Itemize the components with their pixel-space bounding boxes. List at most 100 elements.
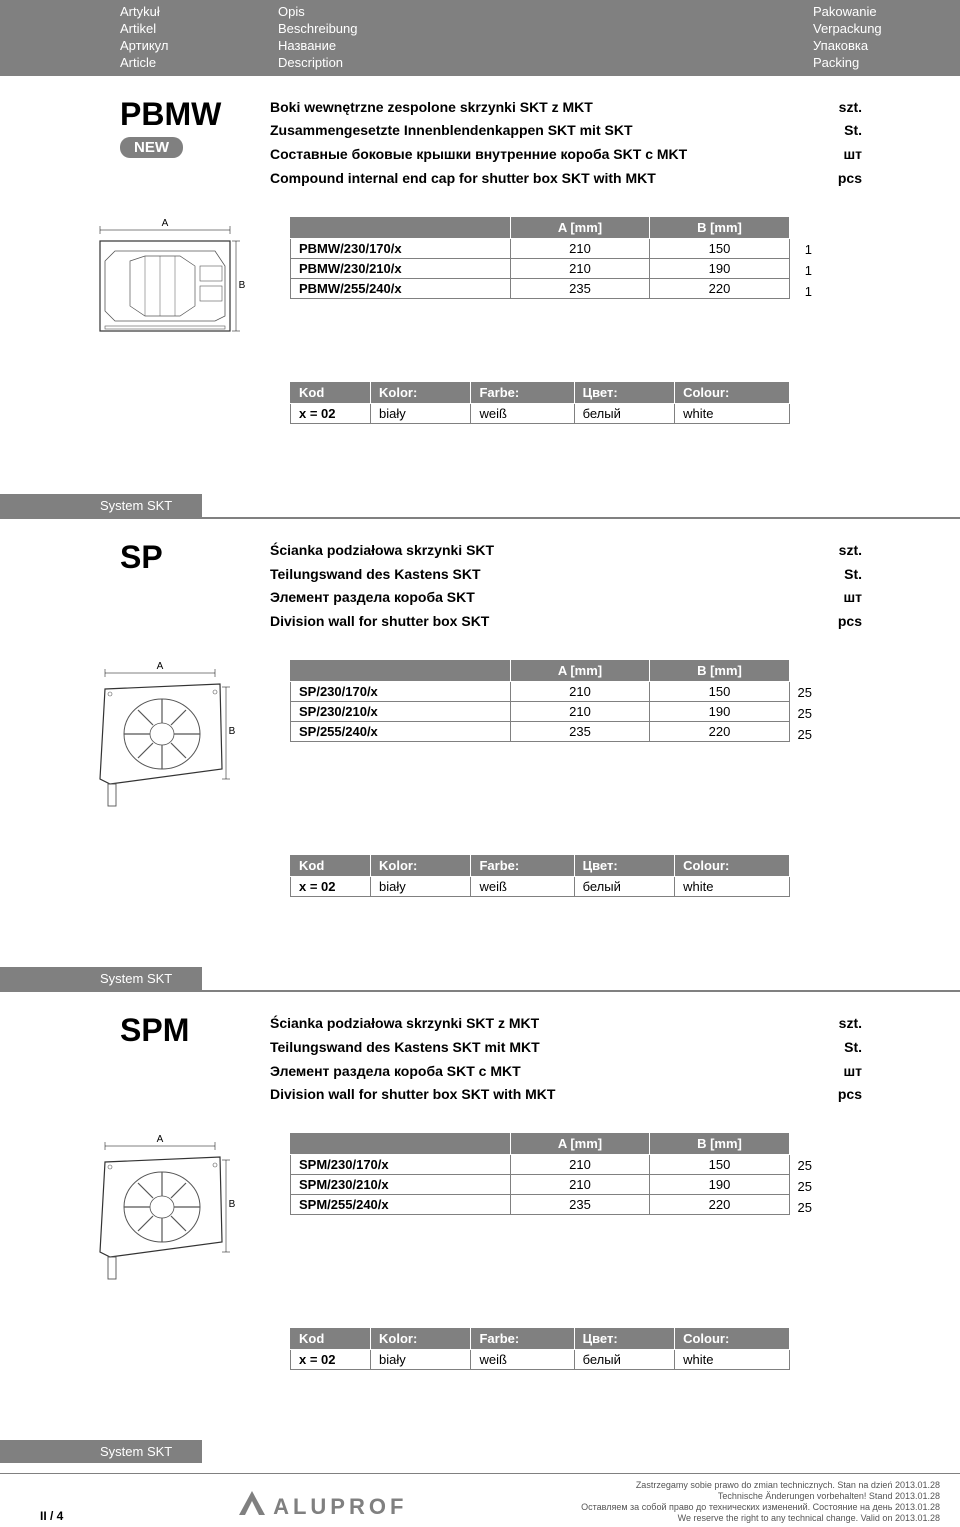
desc-line: Элемент раздела короба SKT с MKT — [270, 1060, 805, 1084]
header-article: Artykuł Artikel Артикул Article — [0, 4, 270, 72]
unit-line: szt. — [805, 539, 862, 563]
header-description: Opis Beschreibung Название Description — [270, 4, 805, 72]
table-header — [291, 1133, 511, 1155]
table-cell: 150 — [649, 681, 789, 701]
system-label: System SKT — [0, 967, 202, 990]
color-row: x = 02białyweißбелыйwhite — [291, 876, 790, 896]
table-cell: SP/230/210/x — [291, 701, 511, 721]
dimensions-table: A [mm]B [mm] PBMW/230/170/x210150PBMW/23… — [290, 216, 790, 299]
product-code-block: SPM — [0, 1012, 270, 1107]
table-cell: 210 — [511, 258, 650, 278]
product-code: SP — [120, 539, 270, 576]
color-table: KodKolor:Farbe:Цвет:Colour: x = 02białyw… — [290, 1327, 790, 1370]
endcap-diagram: A B — [80, 216, 250, 346]
color-cell: x = 02 — [291, 403, 371, 423]
dimensions-table: A [mm]B [mm] SP/230/170/x210150SP/230/21… — [290, 659, 790, 742]
product-units: szt.St.штpcs — [805, 539, 960, 634]
table-cell: 235 — [511, 1195, 650, 1215]
table-cell: SP/255/240/x — [291, 721, 511, 741]
color-header: Colour: — [675, 1328, 790, 1350]
color-header: Kolor: — [371, 381, 471, 403]
table-cell: PBMW/230/170/x — [291, 238, 511, 258]
table-header — [291, 216, 511, 238]
unit-line: St. — [805, 1036, 862, 1060]
footer-notes: Zastrzegamy sobie prawo do zmian technic… — [581, 1480, 940, 1523]
qty-column: 252525 — [790, 659, 910, 745]
unit-line: pcs — [805, 1083, 862, 1107]
color-cell: biały — [371, 403, 471, 423]
diagram-container: A B — [0, 216, 290, 351]
table-header: B [mm] — [649, 216, 789, 238]
desc-line: Compound internal end cap for shutter bo… — [270, 167, 805, 191]
svg-text:B: B — [229, 1199, 236, 1210]
svg-text:A: A — [157, 661, 164, 672]
qty-value: 1 — [790, 239, 812, 260]
color-header: Farbe: — [471, 381, 574, 403]
product-descriptions: Boki wewnętrzne zespolone skrzynki SKT z… — [270, 96, 805, 191]
table-cell: SPM/230/170/x — [291, 1155, 511, 1175]
qty-value: 25 — [790, 682, 812, 703]
color-table: KodKolor:Farbe:Цвет:Colour: x = 02białyw… — [290, 854, 790, 897]
svg-text:B: B — [229, 726, 236, 737]
brand-logo: ALUPROF — [237, 1491, 407, 1523]
color-cell: weiß — [471, 1350, 574, 1370]
table-cell: 220 — [649, 278, 789, 298]
table-cell: 190 — [649, 258, 789, 278]
desc-line: Ścianka podziałowa skrzynki SKT z MKT — [270, 1012, 805, 1036]
diagram-row: A B A [mm]B [mm] SP/230/170/x2101 — [0, 659, 960, 824]
table-header: A [mm] — [511, 659, 650, 681]
unit-line: szt. — [805, 96, 862, 120]
qty-value: 1 — [790, 260, 812, 281]
logo-icon — [237, 1491, 267, 1523]
table-cell: 210 — [511, 681, 650, 701]
desc-line: Boki wewnętrzne zespolone skrzynki SKT z… — [270, 96, 805, 120]
unit-line: St. — [805, 563, 862, 587]
table-header: B [mm] — [649, 659, 789, 681]
color-cell: weiß — [471, 876, 574, 896]
color-header: Kod — [291, 854, 371, 876]
color-header: Colour: — [675, 854, 790, 876]
page-footer: II / 4 ALUPROF Zastrzegamy sobie prawo d… — [0, 1473, 960, 1527]
page-number: II / 4 — [40, 1509, 63, 1523]
color-header: Kod — [291, 1328, 371, 1350]
color-cell: белый — [574, 403, 675, 423]
unit-line: pcs — [805, 610, 862, 634]
color-cell: white — [675, 1350, 790, 1370]
table-cell: SPM/255/240/x — [291, 1195, 511, 1215]
svg-text:A: A — [157, 1134, 164, 1145]
table-row: SPM/230/210/x210190 — [291, 1175, 790, 1195]
desc-line: Division wall for shutter box SKT with M… — [270, 1083, 805, 1107]
color-header: Цвет: — [574, 854, 675, 876]
table-cell: 190 — [649, 701, 789, 721]
color-cell: white — [675, 876, 790, 896]
dimensions-table: A [mm]B [mm] SPM/230/170/x210150SPM/230/… — [290, 1132, 790, 1215]
product-descriptions: Ścianka podziałowa skrzynki SKT z MKTTei… — [270, 1012, 805, 1107]
table-cell: 150 — [649, 238, 789, 258]
table-header: B [mm] — [649, 1133, 789, 1155]
table-cell: 210 — [511, 238, 650, 258]
table-cell: PBMW/255/240/x — [291, 278, 511, 298]
desc-line: Zusammengesetzte Innenblendenkappen SKT … — [270, 119, 805, 143]
color-header: Colour: — [675, 381, 790, 403]
unit-line: шт — [805, 143, 862, 167]
table-row: SP/230/170/x210150 — [291, 681, 790, 701]
system-label: System SKT — [0, 1440, 202, 1463]
color-cell: biały — [371, 876, 471, 896]
unit-line: St. — [805, 119, 862, 143]
table-cell: SPM/230/210/x — [291, 1175, 511, 1195]
color-row: x = 02białyweißбелыйwhite — [291, 403, 790, 423]
color-header: Kolor: — [371, 1328, 471, 1350]
desc-line: Teilungswand des Kastens SKT mit MKT — [270, 1036, 805, 1060]
qty-value: 25 — [790, 724, 812, 745]
table-cell: 220 — [649, 1195, 789, 1215]
qty-value: 25 — [790, 703, 812, 724]
desc-line: Элемент раздела короба SKT — [270, 586, 805, 610]
product-code: PBMW — [120, 96, 270, 133]
table-cell: 210 — [511, 1175, 650, 1195]
color-cell: biały — [371, 1350, 471, 1370]
table-cell: 190 — [649, 1175, 789, 1195]
table-cell: PBMW/230/210/x — [291, 258, 511, 278]
table-cell: 220 — [649, 721, 789, 741]
new-badge: NEW — [120, 137, 183, 158]
unit-line: pcs — [805, 167, 862, 191]
